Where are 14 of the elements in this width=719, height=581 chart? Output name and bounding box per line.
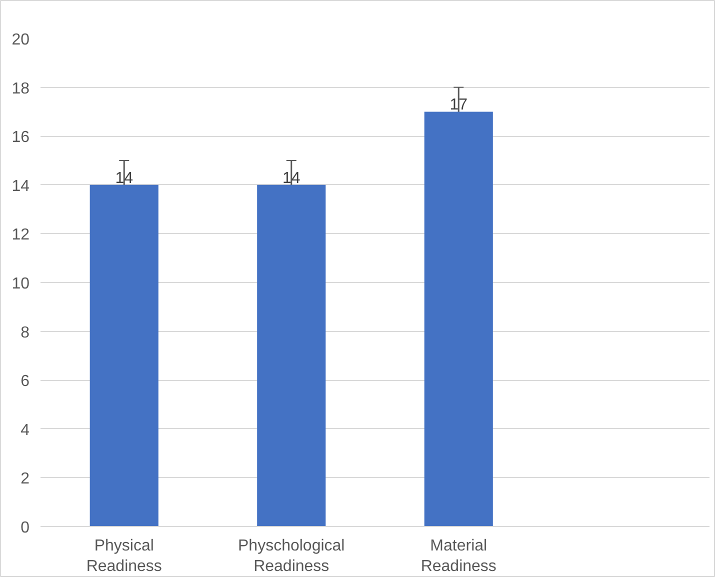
y-tick-label: 18 xyxy=(12,80,30,98)
y-tick-label: 6 xyxy=(20,373,30,390)
y-tick-label: 0 xyxy=(20,520,30,536)
y-tick-label: 20 xyxy=(12,32,30,48)
y-tick-label: 10 xyxy=(12,276,30,292)
x-tick-label: Physchological Readiness xyxy=(238,538,345,575)
y-tick-label: 8 xyxy=(20,324,30,342)
y-tick-label: 4 xyxy=(20,422,30,439)
x-tick-label: Material Readiness xyxy=(420,538,496,575)
y-tick-label: 2 xyxy=(20,470,30,488)
y-tick-label: 14 xyxy=(12,178,30,195)
y-tick-label: 12 xyxy=(12,226,30,244)
y-tick-label: 16 xyxy=(12,129,30,146)
x-tick-label: Physical Readiness xyxy=(86,538,162,575)
